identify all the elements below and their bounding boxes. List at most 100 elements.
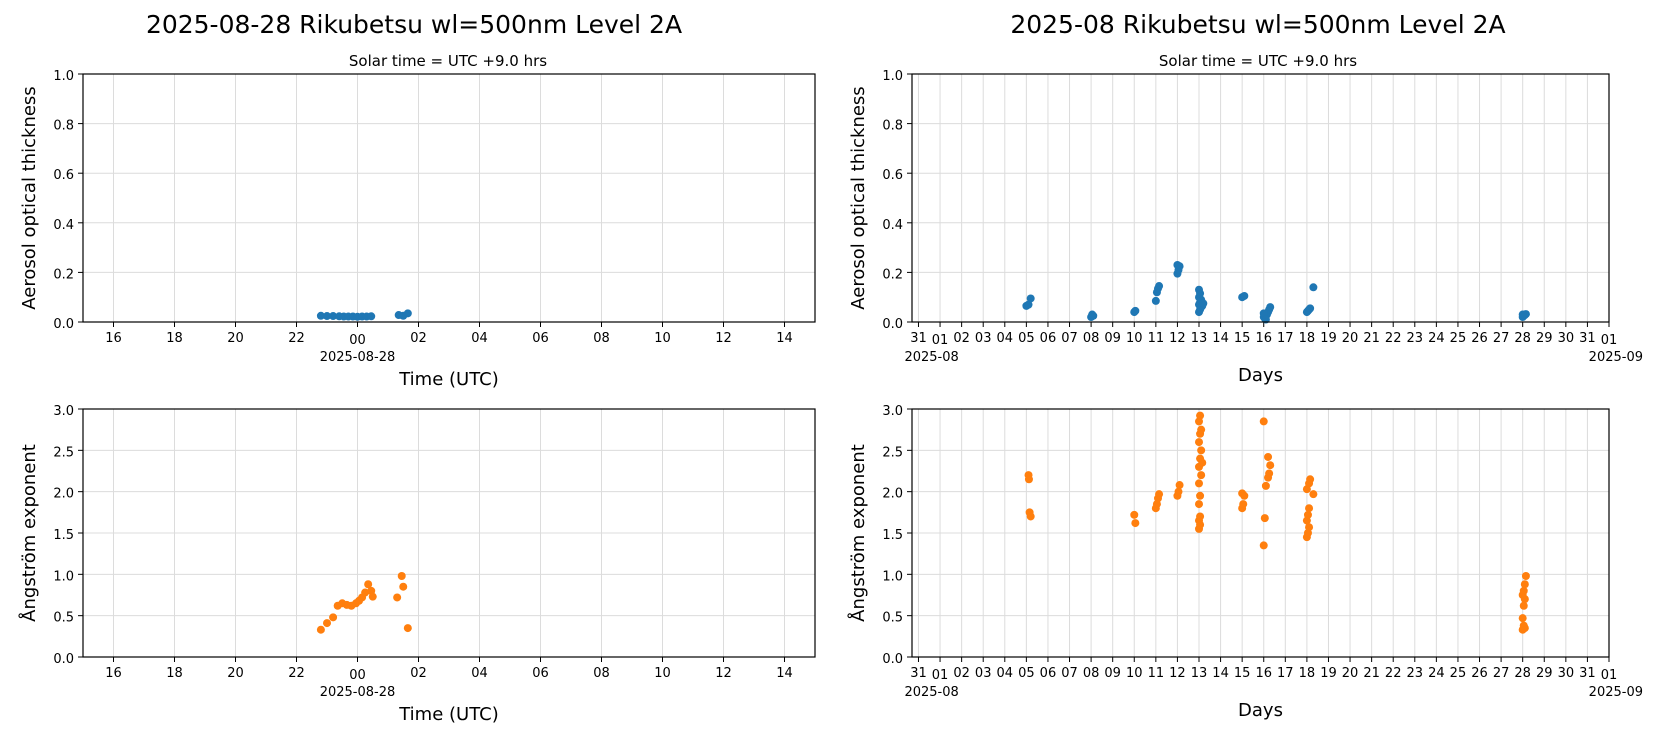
x-date-label-start: 2025-08	[904, 350, 958, 365]
data-point	[1306, 475, 1315, 484]
x-tick-label: 18	[166, 331, 183, 346]
data-point	[1261, 481, 1270, 490]
data-point	[403, 309, 412, 318]
x-tick-label: 03	[975, 331, 992, 346]
y-tick-label: 2.5	[882, 445, 903, 460]
x-tick-label: 24	[1428, 331, 1445, 346]
plot-frame	[82, 408, 816, 658]
x-tick-label: 06	[532, 666, 549, 681]
x-tick-label: 14	[1212, 331, 1229, 346]
y-tick-label: 0.0	[53, 317, 74, 332]
x-tick-label: 13	[1191, 666, 1208, 681]
x-tick-label: 04	[997, 666, 1014, 681]
data-point	[316, 625, 325, 634]
data-point	[1519, 586, 1528, 595]
x-tick-label: 00	[349, 333, 366, 348]
x-tick-label: 12	[1169, 331, 1186, 346]
plot-frame	[911, 73, 1610, 323]
data-point	[1259, 417, 1268, 426]
x-tick-label: 08	[593, 331, 610, 346]
x-tick-label: 28	[1514, 331, 1531, 346]
x-date-label: 2025-08-28	[320, 350, 396, 365]
x-tick-label: 16	[105, 666, 122, 681]
data-point	[368, 592, 377, 601]
x-tick-label: 18	[1299, 666, 1316, 681]
x-tick-label: 31	[1579, 331, 1596, 346]
x-tick-label: 19	[1320, 331, 1337, 346]
x-tick-label: 31	[910, 331, 927, 346]
daily-aot-panel: 16 18 20 22 00 02 04 06 08 10 12 14 2025-08-28 0.0 0.2…	[19, 69, 816, 390]
x-tick-label: 14	[776, 331, 793, 346]
x-tick-label: 11	[1148, 666, 1165, 681]
y-tick-label: 0.8	[53, 119, 74, 134]
y-tick-label: 0.2	[53, 267, 74, 282]
x-tick-label: 17	[1277, 331, 1294, 346]
data-point	[1155, 490, 1164, 499]
x-tick-label: 10	[654, 666, 671, 681]
daily-angstrom-panel: 16 18 20 22 00 02 04 06 08 10 12 14 2025-08-28 0.0 0.5…	[18, 404, 816, 725]
data-point	[1196, 411, 1205, 420]
x-tick-label: 29	[1536, 666, 1553, 681]
y-tick-label: 2.5	[53, 445, 74, 460]
data-point	[316, 311, 325, 320]
data-point	[329, 613, 338, 622]
left-figure-title: 2025-08-28 Rikubetsu wl=500nm Level 2A	[146, 10, 682, 39]
data-point	[1306, 304, 1315, 313]
y-tick-label: 0.2	[882, 267, 903, 282]
x-tick-label: 22	[288, 666, 305, 681]
x-tick-label: 31	[1579, 666, 1596, 681]
x-tick-label: 29	[1536, 331, 1553, 346]
data-point	[1197, 471, 1206, 480]
x-tick-label: 16	[105, 331, 122, 346]
x-tick-label: 14	[776, 666, 793, 681]
data-point	[1198, 458, 1207, 467]
x-tick-label: 02	[953, 666, 970, 681]
x-tick-label: 10	[1126, 666, 1143, 681]
x-tick-label: 05	[1018, 666, 1035, 681]
x-tick-label: 18	[166, 666, 183, 681]
x-tick-label: 07	[1061, 666, 1078, 681]
x-tick-label: 23	[1407, 331, 1424, 346]
data-point	[1520, 580, 1529, 589]
data-point	[1155, 282, 1164, 291]
data-point	[367, 312, 376, 321]
x-tick-label: 26	[1471, 331, 1488, 346]
data-point	[1199, 299, 1208, 308]
x-tick-label: 18	[1299, 331, 1316, 346]
x-tick-label: 20	[227, 331, 244, 346]
y-tick-label: 0.4	[53, 218, 74, 233]
y-tick-label: 1.0	[53, 569, 74, 584]
x-tick-label: 14	[1212, 666, 1229, 681]
x-tick-label: 02	[953, 331, 970, 346]
x-tick-label: 27	[1493, 331, 1510, 346]
x-tick-label: 25	[1450, 666, 1467, 681]
y-tick-label: 0.5	[53, 611, 74, 626]
plot-frame	[911, 408, 1610, 658]
data-point	[1195, 479, 1203, 488]
x-tick-label: 05	[1018, 331, 1035, 346]
data-point	[1197, 425, 1206, 434]
data-point	[1131, 306, 1140, 315]
y-tick-label: 0.6	[53, 168, 74, 183]
data-point	[1173, 260, 1182, 269]
data-point	[1195, 500, 1203, 509]
y-tick-label: 0.0	[882, 652, 903, 667]
y-axis-label: Aerosol optical thickness	[848, 86, 869, 309]
x-tick-label: 02	[410, 331, 427, 346]
x-tick-label: 07	[1061, 331, 1078, 346]
data-point	[329, 312, 338, 321]
x-tick-label: 09	[1104, 331, 1121, 346]
data-point	[1265, 469, 1274, 478]
x-tick-label: 08	[593, 666, 610, 681]
data-point	[1196, 491, 1205, 500]
x-tick-label: 11	[1148, 331, 1165, 346]
x-tick-label: 22	[1385, 331, 1402, 346]
data-point	[1519, 601, 1528, 610]
x-axis-label: Days	[1238, 700, 1283, 721]
y-tick-label: 0.6	[882, 168, 903, 183]
data-point	[1305, 504, 1314, 513]
data-point	[1195, 285, 1203, 294]
x-tick-label: 23	[1407, 666, 1424, 681]
y-tick-label: 0.5	[882, 611, 903, 626]
